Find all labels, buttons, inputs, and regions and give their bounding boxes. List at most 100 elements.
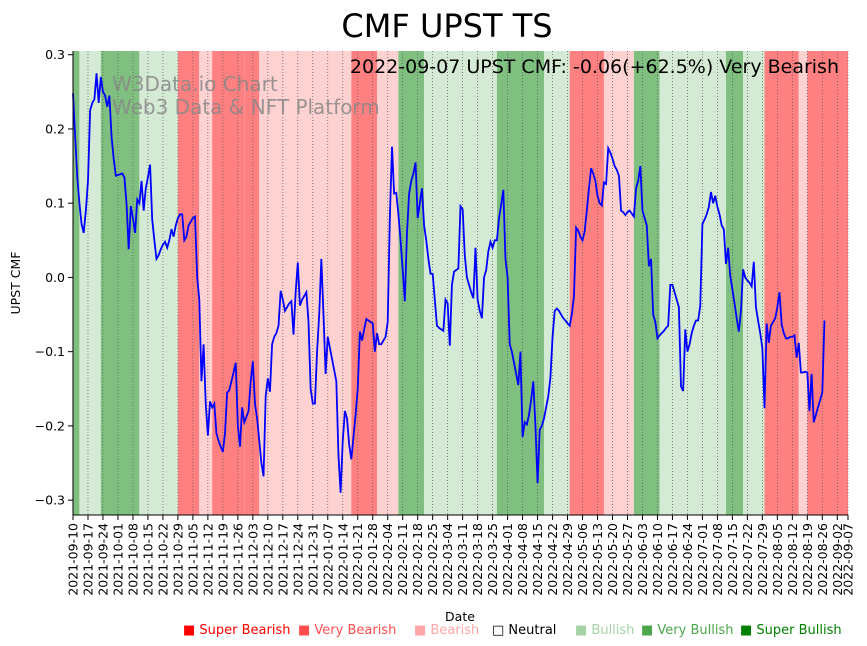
xtick-label-12: 2021-12-03 <box>245 523 260 596</box>
xtick-label-26: 2022-03-11 <box>455 523 470 596</box>
xtick-label-32: 2022-04-22 <box>545 523 560 596</box>
band-21 <box>725 51 744 515</box>
legend-item-2: ■ Bearish <box>414 623 479 638</box>
xtick-label-25: 2022-03-04 <box>440 523 455 596</box>
xtick-label-23: 2022-02-18 <box>410 523 425 596</box>
ytick-label-1: −0.2 <box>35 418 65 433</box>
band-2 <box>100 51 112 515</box>
xtick-label-42: 2022-07-01 <box>695 523 710 596</box>
xtick-label-29: 2022-04-01 <box>500 523 515 596</box>
xtick-label-49: 2022-08-19 <box>800 523 815 596</box>
xtick-label-6: 2021-10-22 <box>155 523 170 596</box>
band-5 <box>177 51 200 515</box>
band-20 <box>659 51 726 515</box>
xtick-label-28: 2022-03-25 <box>485 523 500 596</box>
xtick-label-19: 2022-01-21 <box>350 523 365 596</box>
chart-title: CMF UPST TS <box>341 7 552 45</box>
legend-item-0: ■ Super Bearish <box>183 623 291 638</box>
xtick-label-10: 2021-11-19 <box>215 523 230 596</box>
x-ticks: 2021-09-10 2021-09-17 2021-09-24 2021-10-01… <box>66 515 856 596</box>
band-16 <box>543 51 570 515</box>
xtick-label-17: 2022-01-07 <box>320 523 335 596</box>
xtick-label-39: 2022-06-10 <box>650 523 665 596</box>
xtick-label-4: 2021-10-08 <box>125 523 140 596</box>
watermark-line-2: Web3 Data & NFT Platform <box>112 95 380 119</box>
xtick-label-47: 2022-08-05 <box>770 523 785 596</box>
xtick-label-41: 2022-06-24 <box>680 523 695 596</box>
band-14 <box>424 51 497 515</box>
band-1 <box>79 51 101 515</box>
xtick-label-44: 2022-07-15 <box>725 523 740 596</box>
xtick-label-43: 2022-07-08 <box>710 523 725 596</box>
xtick-label-24: 2022-02-25 <box>425 523 440 596</box>
xtick-label-1: 2021-09-17 <box>80 523 95 596</box>
band-6 <box>199 51 213 515</box>
xtick-label-27: 2022-03-18 <box>470 523 485 596</box>
ytick-label-3: 0.0 <box>45 270 65 285</box>
xtick-label-36: 2022-05-20 <box>605 523 620 596</box>
xtick-label-37: 2022-05-27 <box>620 523 635 596</box>
xtick-label-16: 2021-12-31 <box>305 523 320 596</box>
watermark-line-1: W3Data.io Chart <box>112 72 278 96</box>
band-23 <box>764 51 799 515</box>
y-axis-label: UPST CMF <box>8 252 23 315</box>
xtick-label-51: 2022-09-02 <box>830 523 845 596</box>
x-axis-label: Date <box>445 609 475 624</box>
band-11 <box>351 51 378 515</box>
xtick-label-33: 2022-04-29 <box>560 523 575 596</box>
band-3 <box>111 51 140 515</box>
ytick-label-2: −0.1 <box>35 344 65 359</box>
xtick-label-14: 2021-12-17 <box>275 523 290 596</box>
band-8 <box>244 51 260 515</box>
xtick-label-15: 2021-12-24 <box>290 523 305 596</box>
xtick-label-52: 2022-09-07 <box>841 523 856 596</box>
ytick-label-5: 0.2 <box>45 121 65 136</box>
xtick-label-21: 2022-02-04 <box>380 523 395 596</box>
xtick-label-40: 2022-06-17 <box>665 523 680 596</box>
band-4 <box>139 51 178 515</box>
band-18 <box>603 51 634 515</box>
legend-item-6: ■ Super Bullish <box>740 623 842 638</box>
xtick-label-31: 2022-04-15 <box>530 523 545 596</box>
legend: ■ Super Bearish ■ Very Bearish ■ Bearish □ … <box>183 623 842 638</box>
xtick-label-46: 2022-07-29 <box>755 523 770 596</box>
xtick-label-35: 2022-05-13 <box>590 523 605 596</box>
y-ticks: −0.3 −0.2 −0.1 0.0 0.1 0.2 0.3 <box>35 47 73 508</box>
xtick-label-11: 2021-11-26 <box>230 523 245 596</box>
chart-subtitle: 2022-09-07 UPST CMF: -0.06(+62.5%) Very … <box>350 56 839 78</box>
xtick-label-30: 2022-04-08 <box>515 523 530 596</box>
legend-item-5: ■ Very Bullish <box>641 623 733 638</box>
xtick-label-48: 2022-08-12 <box>785 523 800 596</box>
xtick-label-34: 2022-05-06 <box>575 523 590 596</box>
xtick-label-8: 2021-11-05 <box>185 523 200 596</box>
legend-item-3: □ Neutral <box>492 623 556 638</box>
xtick-label-9: 2021-11-12 <box>200 523 215 596</box>
band-25 <box>807 51 848 515</box>
band-24 <box>798 51 808 515</box>
band-13 <box>398 51 425 515</box>
xtick-label-22: 2022-02-11 <box>395 523 410 596</box>
ytick-label-4: 0.1 <box>45 196 65 211</box>
band-22 <box>743 51 765 515</box>
band-0 <box>73 51 80 515</box>
xtick-label-0: 2021-09-10 <box>66 523 81 596</box>
legend-item-1: ■ Very Bearish <box>298 623 396 638</box>
plot-area: W3Data.io Chart Web3 Data & NFT Platform… <box>72 51 849 515</box>
legend-item-4: ■ Bullish <box>575 623 634 638</box>
xtick-label-45: 2022-07-22 <box>740 523 755 596</box>
xtick-label-38: 2022-06-03 <box>635 523 650 596</box>
ytick-label-0: −0.3 <box>35 493 65 508</box>
xtick-label-7: 2021-10-29 <box>170 523 185 596</box>
xtick-label-13: 2021-12-10 <box>260 523 275 596</box>
xtick-label-20: 2022-01-28 <box>365 523 380 596</box>
xtick-label-5: 2021-10-15 <box>140 523 155 596</box>
xtick-label-50: 2022-08-26 <box>815 523 830 596</box>
band-17 <box>569 51 604 515</box>
xtick-label-3: 2021-10-01 <box>110 523 125 596</box>
band-19 <box>633 51 660 515</box>
xtick-label-2: 2021-09-24 <box>95 523 110 596</box>
cmf-line <box>72 73 826 493</box>
xtick-label-18: 2022-01-14 <box>335 523 350 596</box>
ytick-label-6: 0.3 <box>45 47 65 62</box>
